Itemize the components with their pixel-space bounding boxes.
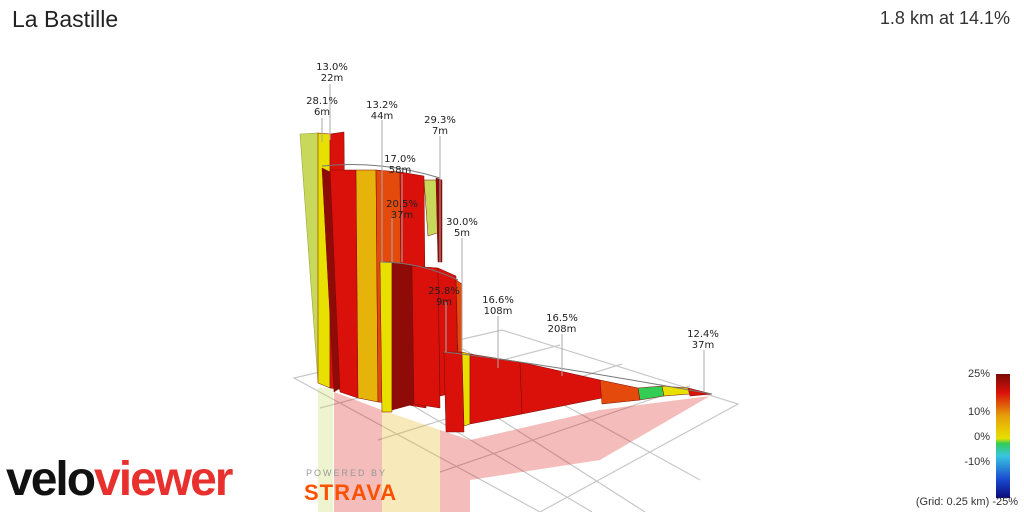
grid-note: (Grid: 0.25 km) -25% — [916, 496, 1018, 508]
wall-segment — [519, 361, 603, 415]
logo-text-velo: velo — [6, 453, 96, 506]
seg-grade-label: 13.0% — [316, 62, 348, 73]
seg-grade-label: 20.5% — [386, 199, 418, 210]
seg-dist-label: 22m — [321, 73, 343, 84]
ridge-line — [443, 351, 713, 395]
reflection-wall — [318, 388, 333, 512]
seg-grade-label: 16.6% — [482, 295, 514, 306]
gradient-legend: 25% 10% 0% -10% — [938, 368, 1018, 512]
page-title: La Bastille — [12, 6, 119, 32]
seg-grade-label: 28.1% — [306, 96, 338, 107]
legend-tick: 10% — [967, 406, 990, 418]
ridge-line — [379, 261, 459, 281]
seg-dist-label: 37m — [692, 340, 714, 351]
reflection-wall — [470, 396, 710, 480]
wall-segment — [379, 261, 393, 413]
seg-dist-label: 44m — [371, 111, 393, 122]
seg-grade-label: 13.2% — [366, 100, 398, 111]
seg-dist-label: 7m — [432, 126, 448, 137]
seg-dist-label: 37m — [391, 210, 413, 221]
reflection-wall — [334, 392, 382, 512]
reflection-wall — [382, 410, 440, 512]
wall-segment — [469, 353, 523, 425]
powered-by-text: POWERED BY — [306, 468, 388, 478]
seg-dist-label: 108m — [484, 306, 513, 317]
seg-dist-label: 58m — [389, 165, 411, 176]
legend-tick: -10% — [964, 456, 990, 468]
wall-segment — [599, 379, 641, 405]
seg-grade-label: 30.0% — [446, 217, 478, 228]
seg-grade-label: 17.0% — [384, 154, 416, 165]
grid-scale-text: (Grid: 0.25 km) — [915, 496, 990, 508]
seg-grade-label: 16.5% — [546, 313, 578, 324]
legend-tick: 25% — [967, 368, 990, 380]
profile-reflection — [318, 388, 710, 512]
profile-walls — [317, 131, 713, 433]
veloviewer-logo: veloviewer — [6, 452, 233, 507]
logo-text-viewer: viewer — [94, 453, 233, 506]
seg-grade-label: 25.8% — [428, 286, 460, 297]
climb-summary: 1.8 km at 14.1% — [879, 8, 1010, 28]
ridge-line — [321, 164, 441, 179]
seg-dist-label: 208m — [548, 324, 577, 335]
seg-grade-label: 29.3% — [424, 115, 456, 126]
wall-segment — [435, 177, 443, 263]
wall-segment — [391, 261, 415, 411]
wall-segment — [637, 385, 665, 401]
wall-segment — [443, 351, 465, 433]
legend-tick: 0% — [974, 431, 990, 443]
profile-ridges — [321, 164, 713, 395]
segment-labels: 28.1% 6m 13.0% 22m 13.2% 44m 17.0% 58m 2… — [306, 62, 719, 351]
seg-dist-label: 6m — [314, 107, 330, 118]
grid-line — [439, 385, 691, 473]
seg-grade-label: 12.4% — [687, 329, 719, 340]
seg-dist-label: 5m — [454, 228, 470, 239]
gradient-color-scale — [996, 374, 1010, 498]
legend-tick: -25% — [992, 496, 1018, 508]
wall-segment — [411, 265, 441, 409]
strava-logo: STRAVA — [304, 480, 398, 505]
seg-dist-label: 9m — [436, 297, 452, 308]
wall-segment — [355, 169, 379, 403]
reflection-wall — [440, 430, 470, 512]
label-leaders — [321, 84, 705, 392]
